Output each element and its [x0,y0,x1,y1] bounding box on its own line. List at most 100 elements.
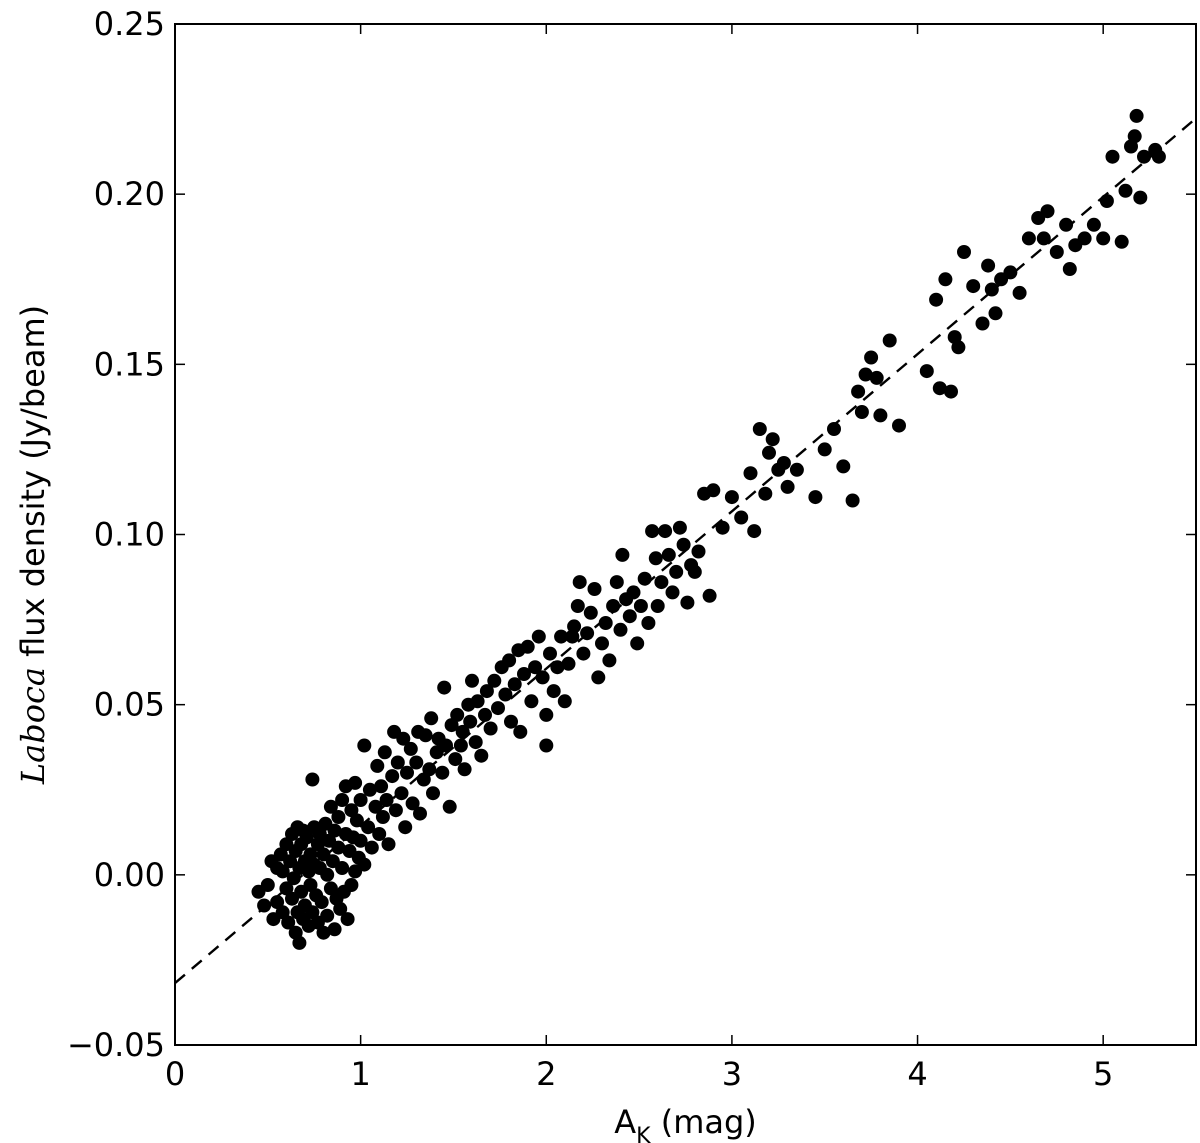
data-point [524,694,539,709]
data-point [672,520,687,535]
x-tick-label: 0 [165,1055,185,1093]
data-point [286,871,301,886]
data-point [424,711,439,726]
data-point [1062,262,1077,276]
data-point [270,895,285,910]
data-point [335,861,350,875]
data-point [409,755,424,770]
data-point [869,370,884,385]
data-point [827,422,841,436]
data-point [747,524,762,539]
y-tick-label: 0.05 [94,686,165,724]
data-point [275,864,290,879]
data-point [680,595,695,610]
data-point [348,775,363,790]
data-point [331,840,346,855]
data-point [988,306,1003,321]
y-tick-label: 0.00 [94,856,165,894]
data-point [375,810,390,824]
data-point [344,878,359,892]
data-point [517,667,531,681]
data-point [626,585,641,600]
data-point [1036,231,1051,246]
data-point [975,316,990,331]
x-axis-label: AK (mag) [614,1103,757,1143]
data-point [478,707,492,722]
data-point [687,564,702,579]
data-point [765,432,780,447]
data-point [364,840,379,855]
data-point [595,636,609,651]
data-point [292,935,307,950]
data-point [483,721,498,736]
data-point [645,524,660,539]
data-point [650,599,665,613]
data-point [762,445,776,460]
x-tick-label: 2 [536,1055,556,1093]
data-point [457,762,472,777]
data-point [691,544,706,559]
data-point [938,272,953,287]
data-point [587,582,602,596]
y-tick-label: 0.20 [94,175,165,213]
data-point [633,599,648,613]
data-point [743,466,758,481]
data-point [557,694,572,709]
data-point [349,813,364,828]
data-point [327,922,342,937]
data-point [957,245,971,259]
data-point [864,350,879,365]
data-point [561,656,576,671]
data-point [1099,194,1114,208]
data-point [919,364,934,379]
data-point [487,673,502,688]
data-point [966,279,981,294]
data-point [450,707,465,722]
data-point [442,799,457,814]
fit-line [174,117,1197,984]
y-axis-label-instrument: Laboca [14,667,52,785]
x-axis-label-main: A [614,1103,636,1141]
data-point [398,820,413,835]
data-point [303,878,318,892]
data-point [836,459,851,474]
data-point [353,793,368,807]
data-point [357,738,372,753]
data-point [403,741,418,756]
data-point [845,493,860,508]
data-point [951,340,966,355]
data-point [873,408,888,423]
y-axis-label: Laboca flux density (Jy/beam) [14,305,52,785]
data-point [661,547,676,562]
data-point [851,384,866,399]
data-point [323,799,338,814]
data-point [609,575,624,590]
data-point [702,588,717,603]
data-point [724,490,739,505]
data-point [507,677,522,692]
data-point [929,292,944,307]
data-point [854,405,869,419]
data-point [1133,190,1148,205]
data-point [444,718,459,733]
data-point [453,738,468,753]
data-point [1012,285,1027,300]
data-point [448,752,463,767]
data-point [323,881,338,896]
data-point [539,707,554,722]
data-point [353,833,368,848]
data-point [1129,108,1144,123]
data-point [463,714,478,729]
data-point [598,616,613,630]
data-point [435,765,450,780]
data-point [567,619,582,634]
axis-ticks: 0 1 2 3 4 5 −0.05 0.00 0.05 0.10 0.15 0.20 0.25 [67,5,1196,1093]
x-axis-label-subscript: K [636,1124,651,1143]
data-point [333,901,348,916]
data-point [752,422,767,436]
data-point [320,908,335,923]
data-point [776,456,791,470]
data-point [817,442,832,457]
data-point [882,333,897,348]
